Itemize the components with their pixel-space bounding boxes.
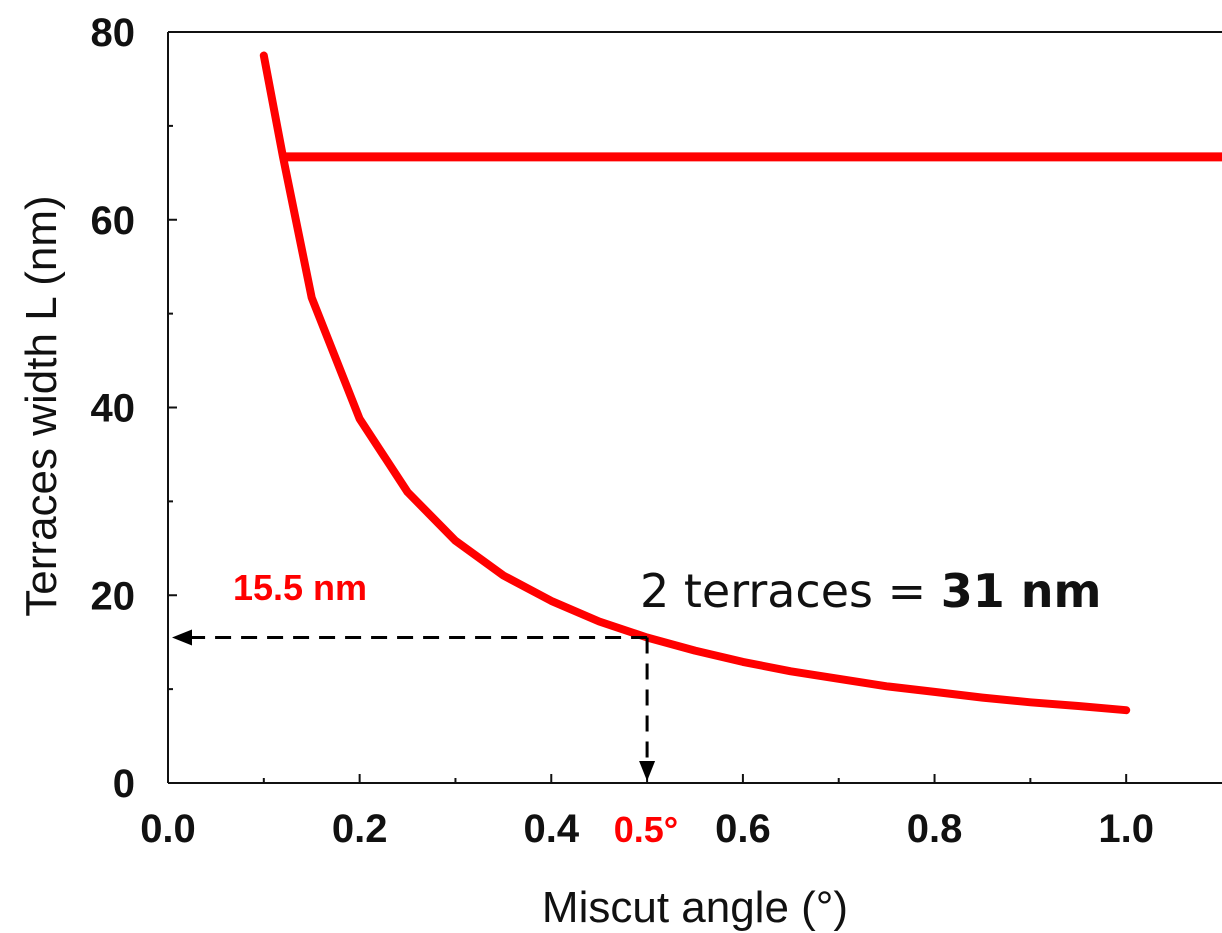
y-tick-label: 0 [113,762,135,806]
terraces-note: 2 terraces = 31 nm [640,564,1102,618]
guide-lines [172,629,656,781]
y-axis-title: Terraces width L (nm) [17,195,66,616]
x-tick-label: 0.4 [523,807,579,851]
y-tick-label: 80 [91,11,136,55]
y-tick-label: 40 [91,387,136,431]
value-annotation: 15.5 nm [233,567,367,608]
x-tick-label: 1.0 [1098,807,1154,851]
x-axis-title: Miscut angle (°) [542,883,848,932]
y-tick-label: 60 [91,199,136,243]
ticks: 0.0 0.2 0.4 0.6 0.8 1.0 0 20 40 60 80 [91,11,1154,851]
x-tick-label: 0.6 [715,807,771,851]
x-tick-label: 0.0 [140,807,196,851]
x-tick-label: 0.8 [907,807,963,851]
left-arrow-head [172,629,192,646]
terraces-note-prefix: 2 terraces = [640,564,941,618]
x-tick-label: 0.2 [332,807,388,851]
terrace-width-curve [259,51,1131,715]
axes [167,31,1222,784]
terraces-note-value: 31 nm [941,564,1102,618]
y-tick-label: 20 [91,574,136,618]
angle-annotation: 0.5° [614,809,678,850]
down-arrow-head [639,761,656,781]
series [259,51,1222,715]
